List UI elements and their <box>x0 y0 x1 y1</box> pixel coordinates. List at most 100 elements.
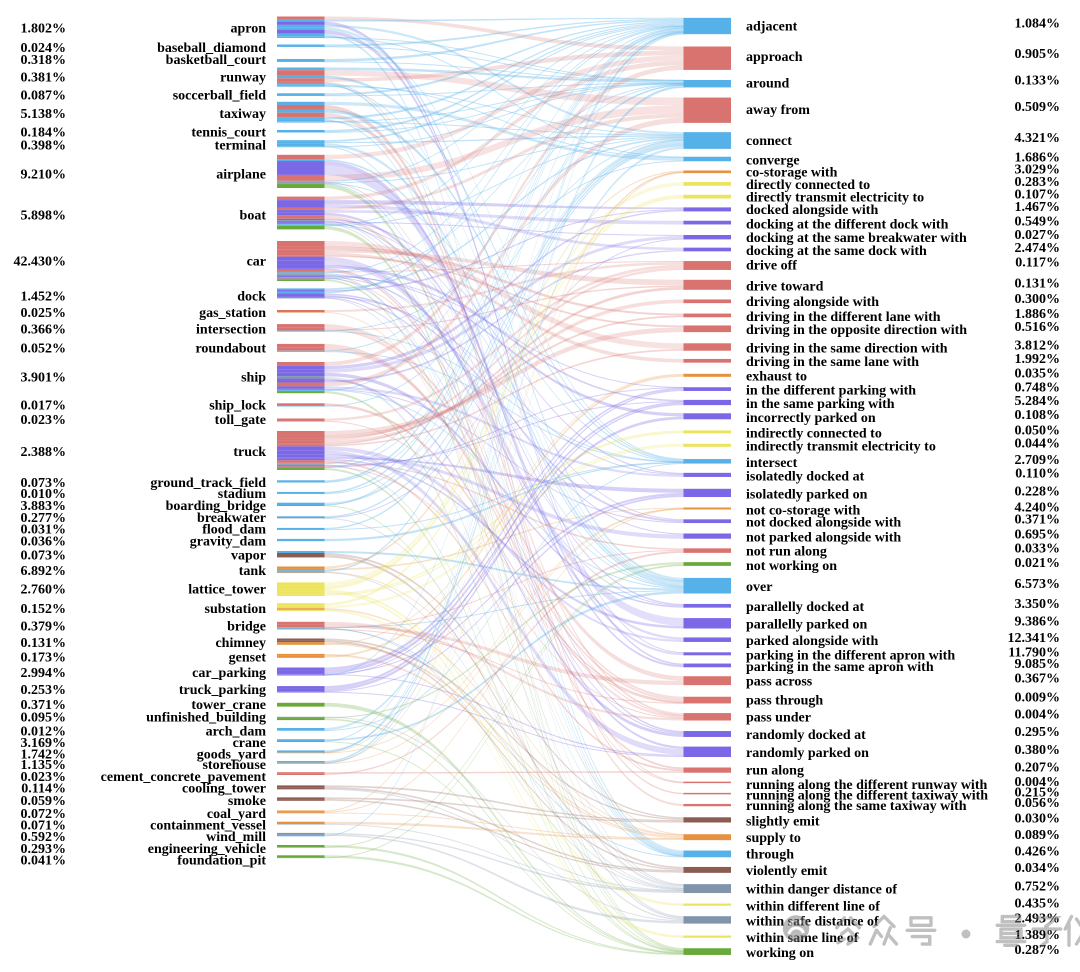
svg-text:1.135%: 1.135% <box>21 758 67 773</box>
svg-text:2.994%: 2.994% <box>21 666 67 681</box>
svg-text:in the different parking with: in the different parking with <box>746 384 916 399</box>
svg-text:1.742%: 1.742% <box>21 747 67 762</box>
svg-text:0.035%: 0.035% <box>1015 366 1061 381</box>
svg-text:driving alongside with: driving alongside with <box>746 295 879 310</box>
svg-text:through: through <box>746 848 794 863</box>
svg-text:0.107%: 0.107% <box>1015 188 1061 203</box>
svg-text:11.790%: 11.790% <box>1008 645 1060 660</box>
svg-text:0.114%: 0.114% <box>21 782 66 797</box>
svg-text:0.184%: 0.184% <box>21 125 67 140</box>
svg-text:0.071%: 0.071% <box>21 819 67 834</box>
svg-text:4.321%: 4.321% <box>1015 131 1061 146</box>
svg-text:not working on: not working on <box>746 559 837 574</box>
svg-text:drive off: drive off <box>746 259 797 274</box>
svg-text:truck: truck <box>233 445 266 460</box>
svg-text:0.056%: 0.056% <box>1015 796 1061 811</box>
svg-text:0.371%: 0.371% <box>1015 513 1061 528</box>
svg-text:docking at the same dock with: docking at the same dock with <box>746 244 927 259</box>
svg-text:0.318%: 0.318% <box>21 53 67 68</box>
svg-text:not parked alongside with: not parked alongside with <box>746 531 901 546</box>
svg-text:pass through: pass through <box>746 694 823 709</box>
svg-text:1.467%: 1.467% <box>1015 200 1061 215</box>
svg-text:0.277%: 0.277% <box>21 511 67 526</box>
svg-text:running along the same taxiway: running along the same taxiway with <box>746 799 967 814</box>
svg-text:foundation_pit: foundation_pit <box>177 854 266 869</box>
svg-text:0.025%: 0.025% <box>21 306 67 321</box>
svg-text:0.036%: 0.036% <box>21 534 67 549</box>
svg-text:approach: approach <box>746 50 803 65</box>
svg-text:boat: boat <box>240 208 267 223</box>
svg-text:substation: substation <box>205 602 267 617</box>
svg-text:indirectly transmit electricit: indirectly transmit electricity to <box>746 440 936 455</box>
svg-text:runway: runway <box>220 70 266 85</box>
svg-text:0.367%: 0.367% <box>1015 671 1061 686</box>
svg-text:0.087%: 0.087% <box>21 88 67 103</box>
svg-text:parking in the same apron with: parking in the same apron with <box>746 660 934 675</box>
svg-text:0.695%: 0.695% <box>1015 528 1061 543</box>
svg-text:tower_crane: tower_crane <box>191 698 266 713</box>
svg-text:0.379%: 0.379% <box>21 620 67 635</box>
svg-text:0.287%: 0.287% <box>1015 943 1061 958</box>
svg-text:0.095%: 0.095% <box>21 711 67 726</box>
svg-text:smoke: smoke <box>228 794 266 809</box>
svg-text:parking in the different apron: parking in the different apron with <box>746 648 955 663</box>
svg-text:containment_vessel: containment_vessel <box>150 819 266 834</box>
svg-text:0.366%: 0.366% <box>21 322 67 337</box>
svg-text:3.029%: 3.029% <box>1015 163 1061 178</box>
svg-text:0.152%: 0.152% <box>21 602 67 617</box>
svg-text:9.386%: 9.386% <box>1015 614 1061 629</box>
svg-text:0.034%: 0.034% <box>1015 861 1061 876</box>
svg-text:driving in the same direction: driving in the same direction with <box>746 341 948 356</box>
svg-text:1.802%: 1.802% <box>21 21 67 36</box>
svg-text:drive toward: drive toward <box>746 279 824 294</box>
svg-text:truck_parking: truck_parking <box>179 683 266 698</box>
svg-text:0.012%: 0.012% <box>21 725 67 740</box>
svg-text:0.050%: 0.050% <box>1015 423 1061 438</box>
svg-text:0.516%: 0.516% <box>1015 320 1061 335</box>
svg-text:within danger distance of: within danger distance of <box>746 883 897 898</box>
svg-text:0.023%: 0.023% <box>21 413 67 428</box>
svg-text:0.371%: 0.371% <box>21 698 67 713</box>
svg-text:0.017%: 0.017% <box>21 399 67 414</box>
svg-text:dock: dock <box>237 289 266 304</box>
svg-text:directly transmit electricity: directly transmit electricity to <box>746 191 924 206</box>
svg-text:intersect: intersect <box>746 456 798 471</box>
svg-text:working on: working on <box>746 946 814 961</box>
svg-text:vapor: vapor <box>231 549 266 564</box>
svg-text:converge: converge <box>746 154 800 169</box>
svg-text:1.084%: 1.084% <box>1015 16 1061 31</box>
svg-text:0.117%: 0.117% <box>1015 256 1060 271</box>
svg-text:pass under: pass under <box>746 711 811 726</box>
svg-text:car: car <box>247 254 266 269</box>
svg-text:not run along: not run along <box>746 544 827 559</box>
svg-text:0.052%: 0.052% <box>21 342 67 357</box>
svg-text:co-storage with: co-storage with <box>746 166 838 181</box>
svg-text:engineering_vehicle: engineering_vehicle <box>148 842 266 857</box>
svg-text:within different line of: within different line of <box>746 899 880 914</box>
svg-text:0.381%: 0.381% <box>21 70 67 85</box>
svg-text:airplane: airplane <box>216 167 266 182</box>
svg-text:around: around <box>746 77 790 92</box>
svg-text:0.283%: 0.283% <box>1015 175 1061 190</box>
svg-text:ship: ship <box>241 370 266 385</box>
svg-text:9.210%: 9.210% <box>21 167 67 182</box>
svg-text:0.133%: 0.133% <box>1015 74 1061 89</box>
svg-text:basketball_court: basketball_court <box>166 53 267 68</box>
svg-text:6.892%: 6.892% <box>21 564 67 579</box>
svg-text:0.023%: 0.023% <box>21 770 67 785</box>
svg-text:0.010%: 0.010% <box>21 487 67 502</box>
svg-text:tennis_court: tennis_court <box>191 125 266 140</box>
svg-text:1.992%: 1.992% <box>1015 352 1061 367</box>
svg-text:ship_lock: ship_lock <box>209 399 266 414</box>
svg-text:isolatedly parked on: isolatedly parked on <box>746 487 868 502</box>
svg-text:directly connected to: directly connected to <box>746 178 870 193</box>
svg-text:gas_station: gas_station <box>199 306 266 321</box>
svg-text:0.426%: 0.426% <box>1015 845 1061 860</box>
svg-text:5.138%: 5.138% <box>21 107 67 122</box>
svg-text:ground_track_field: ground_track_field <box>150 476 266 491</box>
svg-text:0.509%: 0.509% <box>1015 100 1061 115</box>
svg-text:lattice_tower: lattice_tower <box>188 582 266 597</box>
svg-text:connect: connect <box>746 134 792 149</box>
svg-text:parallelly parked on: parallelly parked on <box>746 617 868 632</box>
svg-text:coal_yard: coal_yard <box>207 807 266 822</box>
